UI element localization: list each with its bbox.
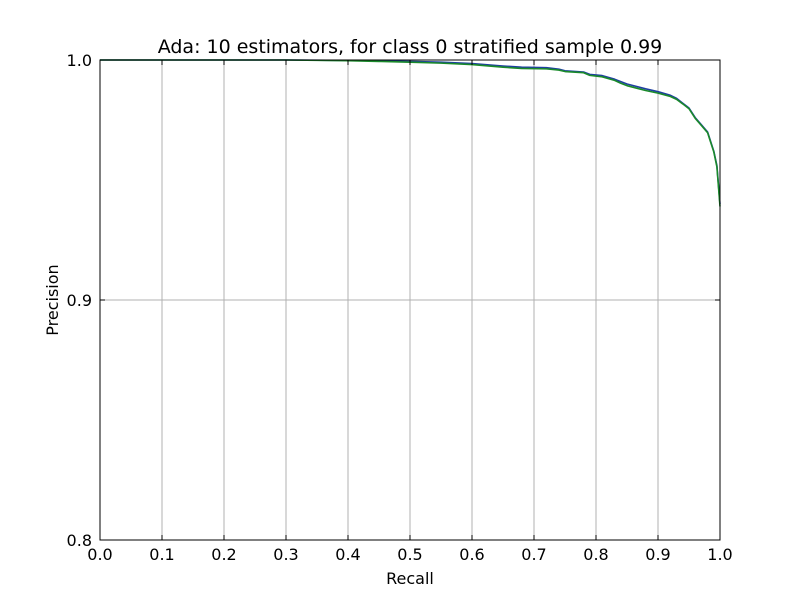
grid-lines	[100, 60, 720, 540]
y-tick-label: 0.9	[67, 291, 92, 310]
y-tick-label: 0.8	[67, 531, 92, 550]
series-layer	[100, 59, 721, 207]
x-tick-label: 0.3	[273, 545, 298, 564]
x-tick-label: 0.8	[583, 545, 608, 564]
x-tick-label: 0.7	[521, 545, 546, 564]
x-tick-label: 0.4	[335, 545, 360, 564]
x-tick-label: 0.5	[397, 545, 422, 564]
x-axis-label: Recall	[386, 569, 434, 588]
x-tick-label: 0.6	[459, 545, 484, 564]
y-axis-label: Precision	[43, 264, 62, 335]
x-tick-label: 0.0	[87, 545, 112, 564]
ticks: 0.0 0.1 0.2 0.3 0.4 0.5 0.6 0.7 0.8 0.9 1.0 0.8 0.9 1…	[67, 51, 733, 564]
x-tick-label: 0.1	[149, 545, 174, 564]
y-tick-label: 1.0	[67, 51, 92, 70]
x-tick-label: 1.0	[707, 545, 732, 564]
series-line-2	[100, 59, 721, 207]
x-tick-label: 0.2	[211, 545, 236, 564]
x-tick-label: 0.9	[645, 545, 670, 564]
chart-title: Ada: 10 estimators, for class 0 stratifi…	[158, 36, 663, 58]
